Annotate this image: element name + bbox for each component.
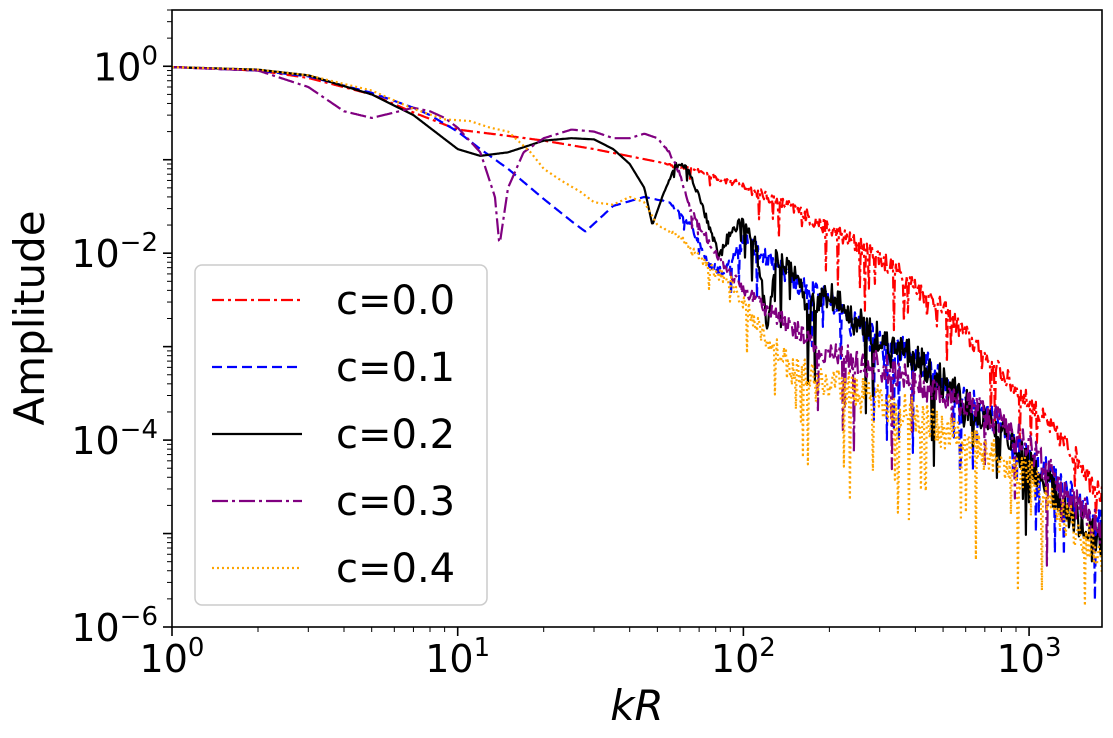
legend-label-c=0.0: c=0.0 [336, 278, 455, 324]
series-line-c=0.4 [172, 66, 1102, 607]
x-tick-label: 100 [140, 633, 205, 681]
legend-label-c=0.3: c=0.3 [336, 479, 455, 525]
y-tick-label: 100 [93, 41, 158, 89]
legend-entries: c=0.0 c=0.1 c=0.2 c=0.3 c=0.4 [212, 278, 455, 592]
series-line-c=0.0 [172, 66, 1102, 519]
x-axis-title: kR [610, 681, 664, 730]
legend-label-c=0.1: c=0.1 [336, 345, 455, 391]
ticks-layer [163, 9, 1030, 636]
x-tick-label: 102 [711, 633, 776, 681]
x-tick-label: 103 [997, 633, 1062, 681]
y-axis-title: Amplitude [5, 210, 54, 425]
tick-labels-layer: 100 101 102 103 100 10−2 10−4 10−6 [71, 41, 1061, 681]
series-line-c=0.3 [172, 66, 1102, 567]
legend: c=0.0 c=0.1 c=0.2 c=0.3 c=0.4 [194, 264, 488, 606]
y-tick-label: 10−4 [71, 415, 158, 463]
y-tick-label: 10−2 [71, 228, 158, 276]
legend-frame [194, 264, 488, 606]
x-tick-label: 101 [425, 633, 490, 681]
y-tick-label: 10−6 [71, 602, 158, 650]
legend-label-c=0.4: c=0.4 [336, 546, 455, 592]
legend-label-c=0.2: c=0.2 [336, 412, 455, 458]
series-layer [172, 66, 1102, 607]
